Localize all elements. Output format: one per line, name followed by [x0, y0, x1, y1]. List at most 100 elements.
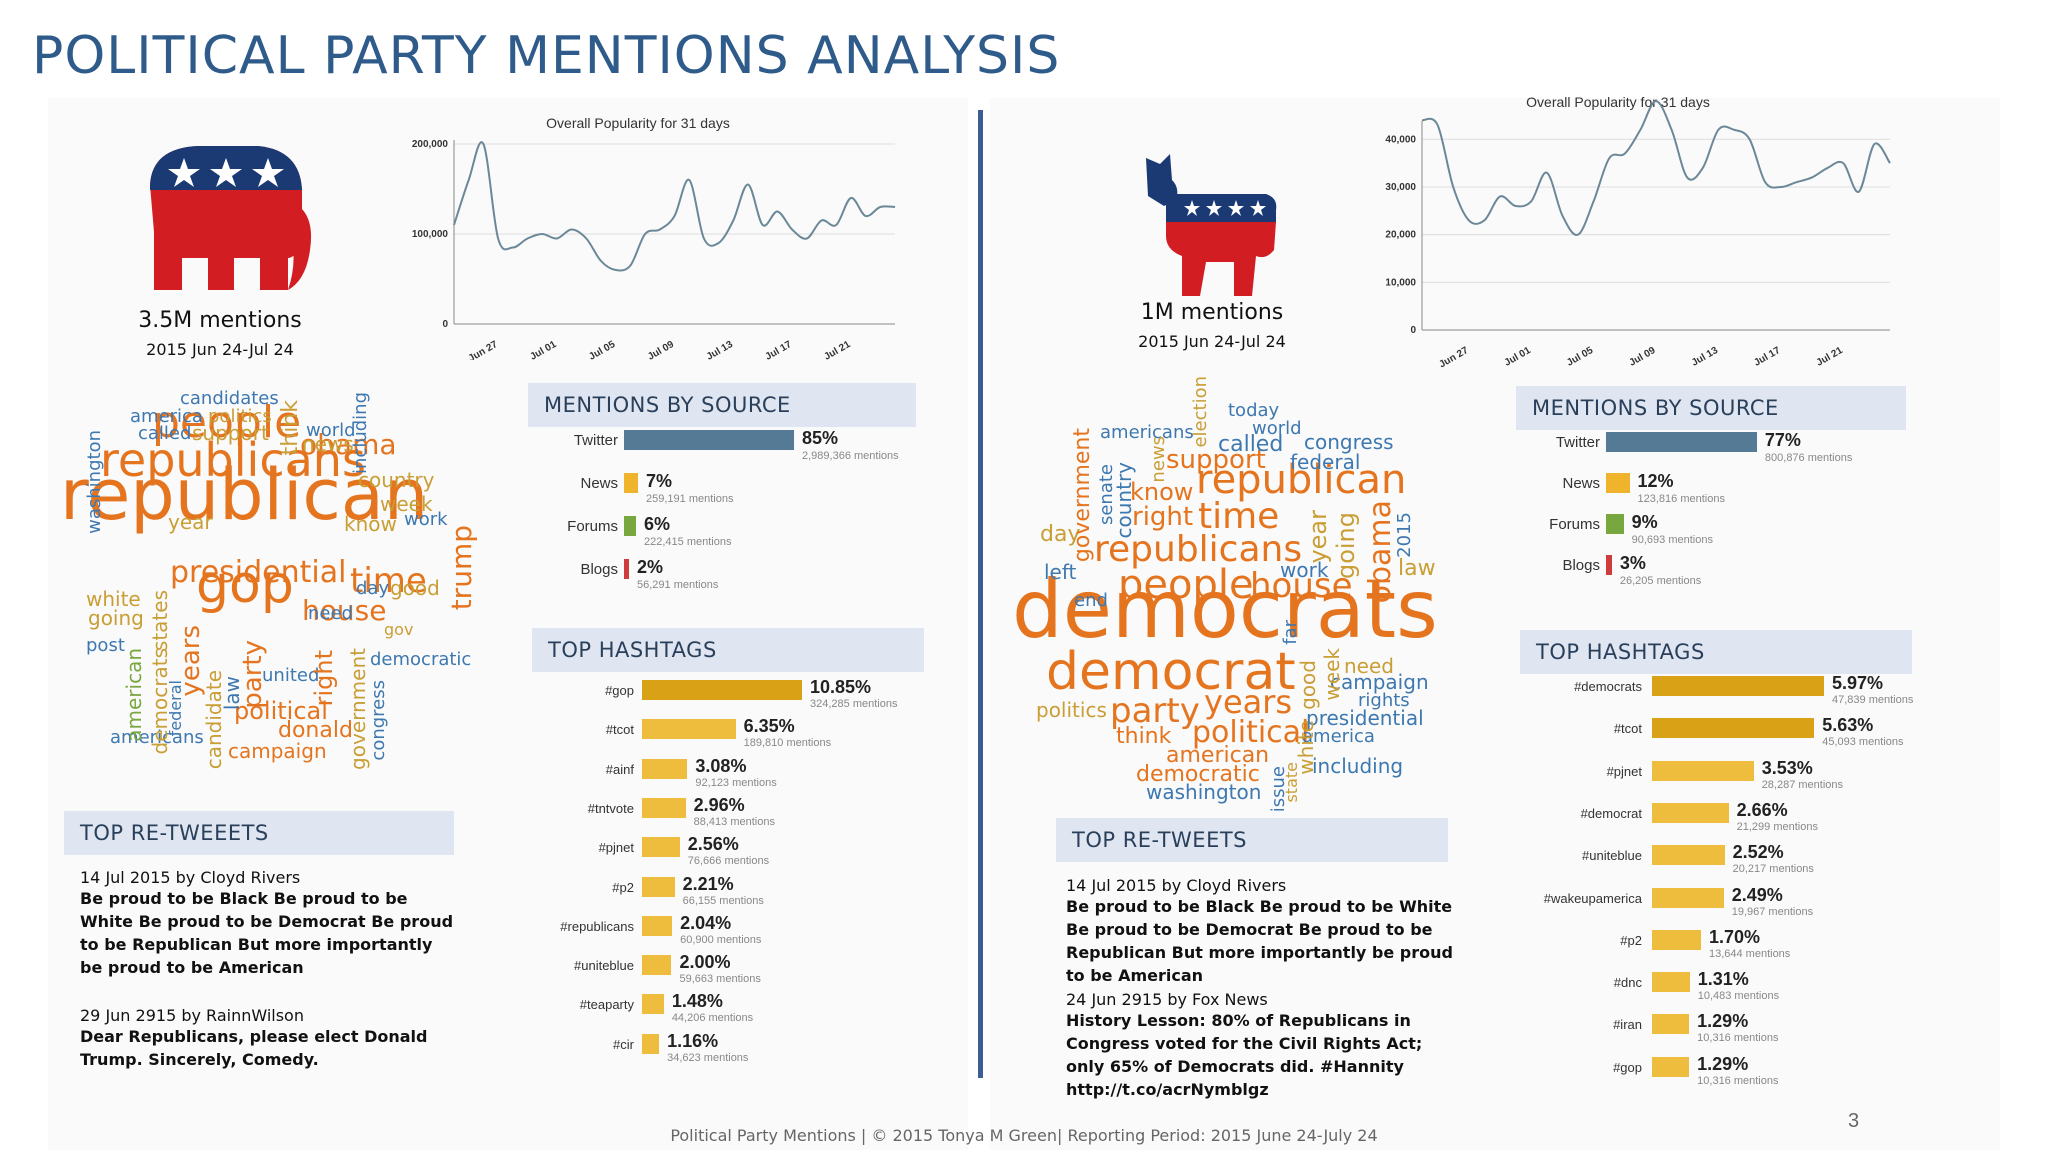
gop-mentions-total: 3.5M mentions	[138, 308, 302, 333]
source-percent: 2%	[637, 557, 664, 577]
source-mentions: 259,191 mentions	[646, 493, 734, 505]
word-cloud-word: world	[1252, 418, 1302, 439]
hashtag-label: #democrat	[1580, 805, 1642, 821]
y-tick-label: 0	[1410, 325, 1416, 336]
retweet-text: Dear Republicans, please elect Donald Tr…	[80, 1027, 428, 1069]
democrat-retweet-2: 24 Jun 2915 by Fox News History Lesson: …	[1066, 990, 1466, 1101]
word-cloud-word: obama	[300, 428, 397, 461]
hashtag-bar	[1652, 1014, 1690, 1035]
word-cloud-word-vertical: obama	[1363, 500, 1398, 604]
word-cloud-word-vertical: 2015	[1394, 512, 1415, 558]
word-cloud-word: going	[88, 606, 144, 630]
hashtag-percent: 10.85%	[810, 677, 872, 697]
hashtag-label: #tcot	[605, 722, 634, 738]
gop-retweet-2: 29 Jun 2915 by RainnWilson Dear Republic…	[80, 1006, 460, 1071]
word-cloud-word: house	[1250, 566, 1353, 606]
source-label: Twitter	[573, 432, 618, 449]
word-cloud-word: democratic	[370, 649, 472, 670]
word-cloud-word: right	[1132, 502, 1194, 532]
hashtag-bar	[642, 758, 688, 779]
word-cloud-word-vertical: state	[1282, 762, 1301, 803]
word-cloud-word: end	[1074, 590, 1108, 611]
page-title: POLITICAL PARTY MENTIONS ANALYSIS	[32, 26, 1061, 86]
word-cloud-word: washington	[1146, 780, 1262, 804]
hashtag-bar	[1652, 1056, 1690, 1077]
hashtag-mentions: 88,413 mentions	[693, 815, 775, 828]
hashtag-percent: 1.31%	[1697, 969, 1749, 990]
word-cloud-word: congress	[1304, 430, 1394, 454]
hashtag-label: #p2	[612, 879, 634, 895]
word-cloud-word: news	[302, 432, 354, 456]
hashtag-mentions: 10,316 mentions	[1697, 1074, 1779, 1087]
hashtag-percent: 1.29%	[1697, 1011, 1749, 1032]
word-cloud-word: white	[86, 587, 141, 611]
word-cloud-word-vertical: country	[1112, 462, 1136, 539]
word-cloud-word: party	[1110, 691, 1200, 731]
source-bar-twitter	[624, 430, 794, 450]
source-percent: 3%	[1619, 553, 1646, 573]
hashtag-bar	[1652, 845, 1725, 866]
gop-elephant-icon	[138, 140, 318, 300]
word-cloud-word: federal	[1290, 450, 1361, 474]
page-number: 3	[1848, 1110, 1860, 1132]
gop-series-line	[453, 141, 896, 272]
word-cloud-word: law	[1398, 556, 1436, 581]
word-cloud-word: americans	[110, 727, 204, 748]
source-bar-forums	[624, 516, 636, 536]
x-tick-label: Jul 17	[1752, 345, 1782, 369]
hashtag-bar	[1652, 760, 1754, 781]
hashtag-bar	[1652, 929, 1701, 950]
democrat-top-retweets-header: TOP RE-TWEETS	[1056, 818, 1448, 862]
democrat-mentions-by-source-header: MENTIONS BY SOURCE	[1516, 386, 1906, 430]
hashtag-bar	[642, 994, 664, 1015]
center-divider	[978, 110, 983, 1078]
source-mentions: 222,415 mentions	[644, 536, 732, 548]
word-cloud-word: republican	[1196, 457, 1407, 503]
gop-chart-title: Overall Popularity for 31 days	[546, 115, 730, 131]
hashtag-label: #teaparty	[579, 997, 634, 1013]
word-cloud-word: gop	[196, 555, 294, 615]
retweet-meta: 29 Jun 2915 by RainnWilson	[80, 1006, 304, 1025]
word-cloud-word: republicans	[1094, 529, 1303, 570]
y-tick-label: 20,000	[1385, 230, 1416, 241]
hashtag-bar	[642, 797, 686, 818]
word-cloud-word: politics	[1036, 698, 1107, 722]
hashtag-percent: 1.48%	[671, 991, 723, 1012]
word-cloud-word: called	[1218, 432, 1284, 457]
source-percent: 6%	[644, 514, 671, 534]
hashtag-bar	[642, 876, 675, 897]
hashtag-label: #tntvote	[587, 800, 634, 816]
hashtag-percent: 6.35%	[743, 716, 795, 737]
word-cloud-word: people	[1118, 562, 1254, 608]
word-cloud-word: rights	[1358, 690, 1410, 711]
source-percent: 9%	[1631, 512, 1658, 532]
hashtag-label: #gop	[605, 683, 634, 698]
word-cloud-word: politics	[208, 406, 272, 427]
hashtag-bar	[1652, 802, 1729, 823]
hashtag-bar	[1652, 887, 1724, 908]
word-cloud-word: country	[358, 468, 435, 492]
word-cloud-word: democrats	[1012, 563, 1438, 656]
democrat-series-line	[1421, 100, 1891, 236]
word-cloud-word-vertical: news	[1148, 436, 1169, 483]
hashtag-label: #uniteblue	[1582, 848, 1642, 864]
hashtag-percent: 2.56%	[687, 834, 739, 855]
gop-top-hashtags-header: TOP HASHTAGS	[532, 628, 924, 672]
hashtag-mentions: 45,093 mentions	[1822, 736, 1904, 749]
word-cloud-word-vertical: election	[1190, 376, 1211, 448]
hashtag-label: #uniteblue	[574, 958, 634, 974]
democrat-popularity-chart-svg: Overall Popularity for 31 days 0 10,000 20…	[1385, 94, 1891, 370]
x-tick-label: Jul 01	[1503, 345, 1533, 369]
retweet-meta: 14 Jul 2015 by Cloyd Rivers	[1066, 876, 1287, 895]
y-tick-label: 40,000	[1385, 134, 1416, 145]
word-cloud-word: gov	[384, 620, 414, 639]
hashtag-mentions: 92,123 mentions	[695, 776, 777, 789]
hashtag-label: #republicans	[560, 918, 634, 934]
source-mentions: 26,205 mentions	[1619, 575, 1702, 587]
word-cloud-word-vertical: going	[1332, 512, 1360, 580]
source-label: Forums	[1549, 516, 1600, 533]
word-cloud-word: support	[192, 421, 269, 445]
word-cloud-word: political	[234, 697, 328, 725]
word-cloud-word: good	[390, 576, 440, 600]
hashtag-mentions: 324,285 mentions	[810, 698, 898, 710]
